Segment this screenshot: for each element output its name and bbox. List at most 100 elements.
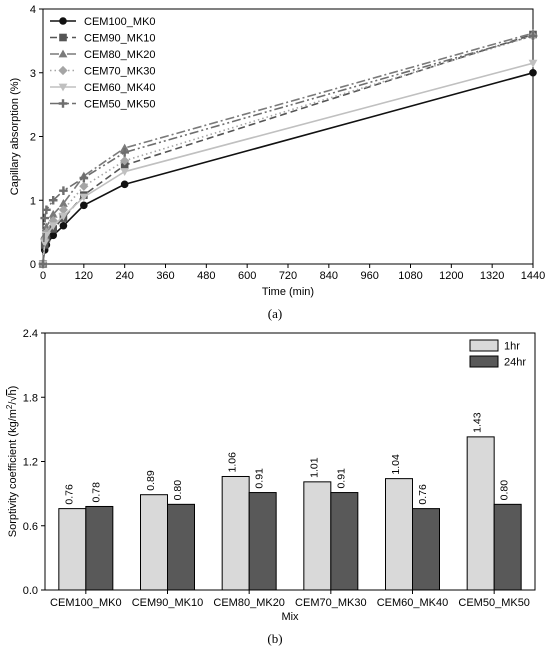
y-title-end: ) (7, 386, 19, 390)
bar (85, 505, 114, 591)
legend-marker (58, 65, 68, 76)
bar (58, 508, 87, 591)
legend-entry: CEM50_MK50 (50, 99, 156, 111)
legend-entry: CEM90_MK10 (50, 33, 156, 45)
bar-value-label: 0.91 (335, 468, 347, 489)
bar-value-label: 0.78 (90, 482, 102, 503)
data-point (59, 186, 68, 195)
data-point (529, 68, 537, 77)
x-tick-label: CEM80_MK20 (213, 597, 285, 609)
data-point (120, 143, 130, 152)
x-tick-label: 0 (40, 270, 46, 282)
series-line (42, 33, 534, 265)
legend-marker (59, 33, 67, 42)
bar-group-CEM50_MK50: 1.43 0.80 CEM50_MK50 (458, 412, 530, 609)
y-tick-label: 1.2 (23, 457, 38, 469)
panel-label-a: (a) (268, 306, 282, 321)
x-tick-label: 120 (75, 270, 93, 282)
data-point (79, 181, 89, 191)
data-point (79, 193, 89, 202)
bar (303, 481, 332, 591)
data-point (59, 212, 68, 221)
data-point (40, 213, 50, 223)
x-axis-title: Mix (281, 611, 299, 623)
y-tick-label: 1 (30, 195, 36, 207)
y-title-sqrt: /√ (7, 395, 19, 405)
bar-value-label: 0.80 (499, 480, 511, 501)
data-point (120, 156, 130, 166)
y-title-root: h (7, 389, 19, 395)
bar-value-label: 0.91 (254, 468, 266, 489)
bar (493, 503, 522, 591)
bar (167, 503, 195, 591)
x-tick-label: CEM90_MK10 (132, 597, 204, 609)
y-tick-label: 3 (30, 68, 36, 80)
data-point (59, 199, 68, 207)
legend-marker (58, 99, 68, 108)
bar-group-CEM80_MK20: 1.06 0.91 CEM80_MK20 (213, 452, 285, 609)
legend-label: CEM60_MK40 (84, 82, 156, 94)
x-tick-label: 600 (238, 270, 256, 282)
data-point (120, 148, 129, 157)
x-tick-label: 1080 (398, 270, 422, 282)
y-title-main: Sorptivity coefficient (kg/m (7, 409, 19, 537)
bar-value-label: 0.76 (63, 484, 75, 505)
bar-value-label: 0.89 (145, 470, 157, 491)
data-point (120, 180, 129, 189)
legend-marker (58, 83, 68, 92)
plot-frame (44, 332, 536, 591)
y-title-superscript: 2 (5, 404, 14, 409)
bar-value-label: 1.43 (472, 412, 484, 433)
data-point (40, 239, 50, 248)
bar-value-label: 0.76 (417, 484, 429, 505)
bar-value-label: 1.04 (390, 454, 402, 475)
legend-label: CEM50_MK50 (84, 99, 156, 111)
x-tick-label: 1440 (521, 270, 545, 282)
x-tick-label: CEM100_MK0 (50, 597, 122, 609)
y-tick-label: 0.0 (23, 585, 38, 597)
x-tick-label: 1200 (439, 270, 463, 282)
data-point (79, 173, 89, 183)
y-axis-title: Capillary absorption (%) (9, 78, 21, 195)
bar (140, 494, 168, 591)
legend-entry: CEM80_MK20 (50, 49, 156, 61)
legend-swatch (469, 355, 499, 368)
legend-entry: CEM70_MK30 (50, 66, 156, 78)
legend-label: CEM80_MK20 (84, 49, 156, 61)
x-tick-label: CEM50_MK50 (458, 597, 530, 609)
y-tick-label: 1.8 (23, 392, 38, 404)
data-point (59, 221, 68, 230)
x-tick-label: 1320 (480, 270, 504, 282)
legend-marker (58, 49, 68, 58)
bar-value-label: 1.06 (227, 452, 239, 473)
x-tick-label: CEM60_MK40 (377, 597, 449, 609)
bar (248, 492, 277, 591)
legend-entry: 1hr (469, 339, 520, 353)
data-point (42, 205, 51, 215)
legend-label: CEM90_MK10 (84, 33, 156, 45)
panel-label-b: (b) (267, 631, 282, 646)
bar-group-CEM100_MK0: 0.76 0.78 CEM100_MK0 (50, 482, 122, 609)
x-tick-label: 840 (320, 270, 338, 282)
series-line (42, 35, 534, 265)
bar-group-CEM70_MK30: 1.01 0.91 CEM70_MK30 (295, 457, 367, 609)
y-tick-label: 0.6 (23, 521, 38, 533)
y-tick-label: 4 (30, 4, 36, 16)
data-point (120, 168, 130, 176)
bar-group-CEM90_MK10: 0.89 0.80 CEM90_MK10 (132, 470, 204, 609)
bar (221, 475, 250, 591)
legend-label: 1hr (504, 341, 520, 353)
bar-value-label: 1.01 (308, 457, 320, 478)
y-tick-label: 2 (30, 132, 36, 144)
data-point (48, 209, 58, 218)
data-point (528, 59, 538, 68)
bar-value-label: 0.80 (172, 480, 184, 501)
legend-label: 24hr (504, 357, 526, 369)
data-point (528, 31, 538, 41)
legend-swatch (469, 339, 499, 352)
legend-marker (59, 17, 67, 25)
x-tick-label: 240 (115, 270, 133, 282)
data-point (48, 222, 58, 231)
x-tick-label: CEM70_MK30 (295, 597, 367, 609)
